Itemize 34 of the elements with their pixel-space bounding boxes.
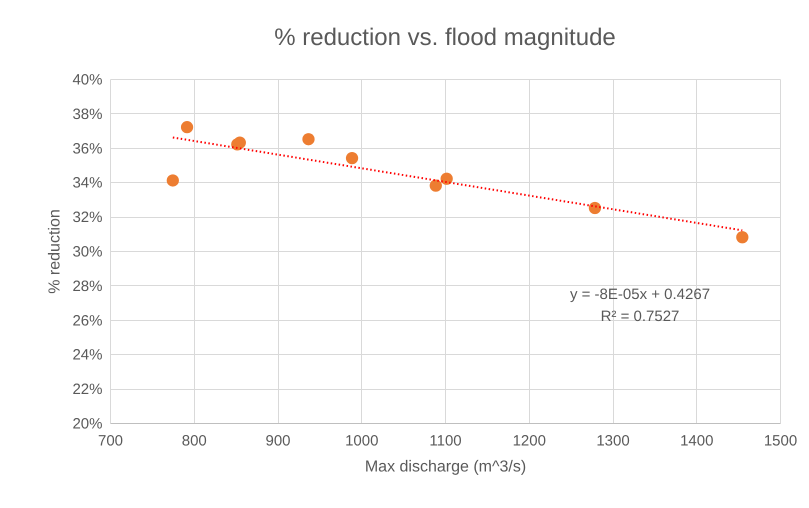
point [430,180,442,192]
point [180,121,194,134]
y-tick-label: 28% [72,278,102,295]
x-tick-label: 1100 [429,432,462,450]
y-tick-label: 22% [72,381,102,398]
point [440,172,453,185]
point [302,133,315,146]
annotation: R² = 0.7527 [600,308,680,325]
point [346,152,358,164]
y-tick-label: 34% [72,174,102,192]
x-tick-label: 1200 [512,432,546,450]
y-tick-label: 40% [72,72,102,88]
point [166,174,179,187]
x-tick-label: 800 [182,432,207,450]
y-tick-label: 32% [72,209,102,226]
y-tick-label: 38% [72,106,102,123]
y-tick-label: 24% [72,346,102,364]
point [588,202,602,214]
point [736,231,748,244]
annotation: y = -8E-05x + 0.4267 [570,286,710,303]
y-tick-label: 36% [72,140,102,158]
chart-title: % reduction vs. flood magnitude [274,24,616,51]
y-tick-label: 30% [72,244,102,260]
x-tick-label: 900 [265,432,291,450]
x-axis-title: Max discharge (m^3/s) [364,458,526,476]
y-axis-title: % reduction [46,209,64,294]
y-tick-label: 20% [72,416,102,432]
x-tick-label: 1300 [596,432,630,450]
y-tick-label: 26% [72,312,102,330]
x-tick-label: 1500 [764,432,798,450]
x-tick-label: 700 [98,432,124,450]
x-tick-label: 1000 [345,432,378,450]
point [234,136,246,149]
x-tick-label: 1400 [680,432,714,450]
